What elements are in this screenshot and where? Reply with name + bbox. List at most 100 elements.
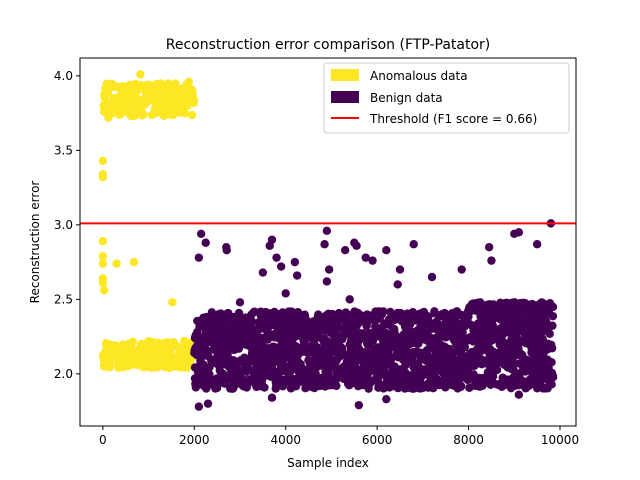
data-point bbox=[487, 256, 496, 265]
data-point bbox=[479, 373, 488, 383]
data-point bbox=[457, 265, 466, 274]
data-point bbox=[453, 370, 462, 379]
data-point bbox=[388, 381, 398, 391]
data-point bbox=[357, 352, 367, 361]
data-point bbox=[484, 243, 494, 252]
data-point bbox=[520, 299, 530, 308]
data-point bbox=[136, 70, 145, 79]
x-axis-title: Sample index bbox=[287, 456, 369, 470]
data-point bbox=[493, 351, 503, 361]
data-point bbox=[365, 379, 374, 388]
data-point bbox=[150, 83, 159, 92]
data-point bbox=[126, 359, 135, 368]
data-point bbox=[401, 361, 410, 370]
data-point bbox=[191, 330, 201, 340]
data-point bbox=[345, 325, 354, 335]
data-point bbox=[190, 346, 199, 355]
data-point bbox=[219, 326, 229, 336]
data-point bbox=[519, 328, 529, 337]
data-point bbox=[373, 375, 382, 385]
data-point bbox=[473, 299, 482, 309]
data-point bbox=[150, 347, 159, 356]
series-1 bbox=[190, 219, 558, 411]
data-point bbox=[104, 104, 113, 113]
data-point bbox=[485, 378, 494, 387]
data-point bbox=[288, 328, 297, 338]
data-point bbox=[547, 344, 557, 353]
data-point bbox=[187, 110, 197, 120]
data-point bbox=[510, 298, 519, 307]
data-point bbox=[534, 320, 544, 329]
data-point bbox=[282, 315, 292, 325]
data-point bbox=[333, 335, 343, 344]
data-point bbox=[483, 368, 493, 377]
legend-swatch-benign bbox=[331, 91, 359, 103]
data-point bbox=[276, 262, 286, 271]
data-point bbox=[253, 364, 263, 373]
data-point bbox=[547, 380, 556, 389]
data-point bbox=[406, 331, 416, 341]
data-point bbox=[170, 362, 179, 371]
data-point bbox=[464, 304, 474, 314]
data-point bbox=[109, 349, 118, 358]
data-point bbox=[362, 310, 372, 319]
data-point bbox=[473, 319, 483, 328]
data-point bbox=[352, 241, 361, 250]
data-point bbox=[255, 324, 264, 334]
data-point bbox=[276, 343, 285, 352]
data-point bbox=[395, 265, 405, 274]
data-point bbox=[534, 338, 543, 348]
data-point bbox=[139, 343, 149, 353]
data-point bbox=[126, 108, 135, 118]
data-point bbox=[478, 355, 487, 365]
data-point bbox=[267, 235, 277, 244]
data-point bbox=[440, 308, 449, 318]
data-point bbox=[123, 350, 133, 359]
data-point bbox=[160, 98, 170, 107]
y-tick-label: 2.5 bbox=[54, 292, 73, 306]
data-point bbox=[527, 330, 536, 339]
data-point bbox=[524, 363, 533, 373]
data-point bbox=[226, 372, 236, 381]
data-point bbox=[260, 383, 269, 392]
data-point bbox=[278, 382, 288, 391]
data-point bbox=[345, 369, 355, 378]
data-point bbox=[211, 341, 221, 351]
data-point bbox=[262, 370, 271, 379]
data-point bbox=[358, 329, 368, 338]
data-point bbox=[134, 97, 143, 107]
data-point bbox=[432, 334, 442, 344]
data-point bbox=[416, 322, 425, 331]
data-point bbox=[350, 311, 360, 321]
data-point bbox=[504, 377, 513, 387]
data-point bbox=[446, 328, 456, 338]
data-point bbox=[398, 372, 408, 381]
data-point bbox=[347, 348, 357, 357]
data-point bbox=[409, 240, 418, 249]
data-point bbox=[133, 346, 142, 355]
data-point bbox=[143, 97, 152, 106]
data-point bbox=[271, 374, 280, 384]
data-point bbox=[354, 400, 364, 410]
data-point bbox=[98, 156, 108, 166]
data-point bbox=[107, 79, 117, 89]
data-point bbox=[267, 393, 277, 402]
data-point bbox=[161, 363, 170, 372]
data-point bbox=[201, 314, 210, 323]
data-point bbox=[288, 358, 297, 368]
data-point bbox=[202, 338, 212, 347]
data-point bbox=[458, 357, 467, 367]
data-point bbox=[243, 379, 252, 388]
data-point bbox=[440, 357, 450, 366]
data-point bbox=[432, 345, 442, 354]
data-point bbox=[408, 382, 417, 392]
data-point bbox=[262, 321, 271, 330]
data-point bbox=[329, 343, 339, 353]
data-point bbox=[251, 331, 260, 340]
data-point bbox=[104, 113, 113, 122]
data-point bbox=[272, 381, 281, 390]
data-point bbox=[490, 360, 500, 369]
legend-swatch-anomalous bbox=[331, 69, 359, 81]
data-point bbox=[384, 329, 393, 338]
